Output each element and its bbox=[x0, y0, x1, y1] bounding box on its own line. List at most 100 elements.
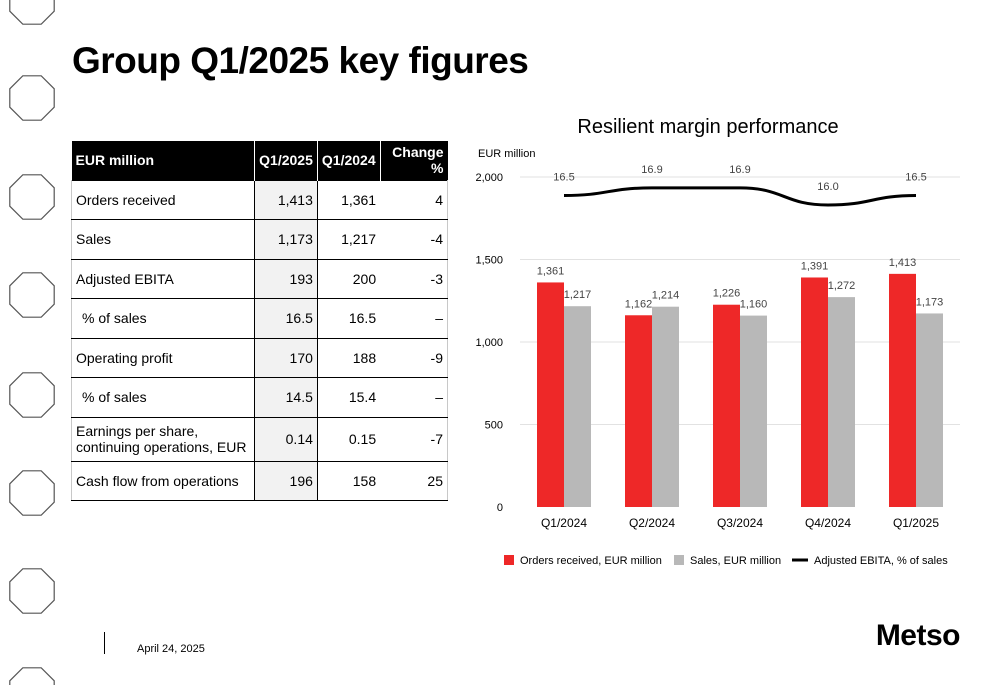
table-row: Orders received 1,413 1,361 4 bbox=[70, 179, 449, 220]
line-data-label: 16.0 bbox=[817, 181, 838, 193]
x-tick-label: Q3/2024 bbox=[717, 516, 763, 530]
cell-q1-2024: 200 bbox=[317, 258, 381, 299]
key-figures-table: EUR million Q1/2025 Q1/2024 Change % Ord… bbox=[70, 141, 449, 501]
y-tick-label: 1,500 bbox=[475, 255, 503, 267]
bar-orders bbox=[625, 315, 652, 507]
y-tick-label: 1,000 bbox=[475, 337, 503, 349]
cell-q1-2025: 1,413 bbox=[254, 179, 318, 220]
line-data-label: 16.9 bbox=[729, 164, 750, 176]
y-tick-label: 2,000 bbox=[475, 172, 503, 184]
x-tick-label: Q2/2024 bbox=[629, 516, 675, 530]
bar-data-label: 1,226 bbox=[713, 288, 741, 300]
bar-data-label: 1,272 bbox=[828, 280, 856, 292]
legend-sales-swatch bbox=[674, 555, 684, 565]
bar-data-label: 1,160 bbox=[740, 299, 768, 311]
octagon-outline bbox=[9, 75, 55, 121]
bar-orders bbox=[713, 304, 740, 507]
cell-q1-2025: 1,173 bbox=[254, 219, 318, 260]
y-tick-label: 0 bbox=[497, 502, 503, 514]
bar-data-label: 1,391 bbox=[801, 260, 829, 272]
table-row: Operating profit 170 188 -9 bbox=[70, 337, 449, 378]
bar-data-label: 1,361 bbox=[537, 265, 565, 277]
line-data-label: 16.5 bbox=[553, 172, 574, 184]
bar-sales bbox=[916, 313, 943, 507]
ebita-margin-line bbox=[563, 186, 917, 207]
cell-q1-2025: 0.14 bbox=[254, 416, 318, 462]
cell-q1-2024: 16.5 bbox=[317, 298, 381, 339]
footer-date: April 24, 2025 bbox=[137, 643, 205, 655]
cell-q1-2024: 1,217 bbox=[317, 219, 381, 260]
cell-q1-2024: 188 bbox=[317, 337, 381, 378]
cell-change: -4 bbox=[380, 219, 449, 260]
line-data-label: 16.9 bbox=[641, 164, 662, 176]
y-axis-label: EUR million bbox=[478, 148, 535, 160]
bar-orders bbox=[801, 277, 828, 507]
header-change: Change % bbox=[380, 141, 448, 180]
x-tick-label: Q4/2024 bbox=[805, 516, 851, 530]
cell-change: 4 bbox=[380, 179, 449, 220]
table-row: % of sales 14.5 15.4 – bbox=[70, 377, 449, 418]
bar-sales bbox=[564, 306, 591, 507]
row-label: Orders received bbox=[70, 179, 255, 220]
row-label: % of sales bbox=[70, 298, 255, 339]
legend-orders-label: Orders received, EUR million bbox=[520, 555, 662, 567]
metso-logo: Metso bbox=[875, 619, 961, 652]
page-title: Group Q1/2025 key figures bbox=[72, 40, 529, 81]
octagon-outline bbox=[9, 372, 55, 418]
bar-data-label: 1,413 bbox=[889, 257, 917, 269]
cell-change: – bbox=[380, 377, 449, 418]
cell-change: -3 bbox=[380, 258, 449, 299]
header-eur-million: EUR million bbox=[71, 141, 256, 180]
table-row: Sales 1,173 1,217 -4 bbox=[70, 219, 449, 260]
bar-orders bbox=[889, 273, 916, 507]
row-label: Adjusted EBITA bbox=[70, 258, 255, 299]
table-row: Adjusted EBITA 193 200 -3 bbox=[70, 258, 449, 299]
cell-q1-2024: 15.4 bbox=[317, 377, 381, 418]
x-tick-label: Q1/2024 bbox=[541, 516, 587, 530]
bar-data-label: 1,162 bbox=[625, 298, 653, 310]
bar-data-label: 1,214 bbox=[652, 290, 680, 302]
y-tick-label: 500 bbox=[485, 420, 503, 432]
decorative-octagons bbox=[9, 0, 55, 685]
octagon-outline bbox=[9, 470, 55, 516]
bar-sales bbox=[740, 315, 767, 507]
octagon-outline bbox=[9, 667, 55, 685]
footer-divider bbox=[104, 632, 105, 654]
cell-q1-2025: 170 bbox=[254, 337, 318, 378]
line-data-label: 16.5 bbox=[905, 172, 926, 184]
row-label: Cash flow from operations bbox=[70, 460, 255, 501]
bar-data-label: 1,173 bbox=[916, 296, 944, 308]
legend-ebita-label: Adjusted EBITA, % of sales bbox=[814, 555, 948, 567]
header-q1-2025: Q1/2025 bbox=[254, 141, 318, 180]
cell-q1-2025: 196 bbox=[254, 460, 318, 501]
cell-q1-2025: 193 bbox=[254, 258, 318, 299]
cell-q1-2025: 14.5 bbox=[254, 377, 318, 418]
chart-title: Resilient margin performance bbox=[577, 116, 838, 138]
octagon-outline bbox=[9, 272, 55, 318]
row-label: % of sales bbox=[70, 377, 255, 418]
row-label: Earnings per share, continuing operation… bbox=[70, 416, 255, 462]
cell-q1-2025: 16.5 bbox=[254, 298, 318, 339]
cell-q1-2024: 0.15 bbox=[317, 416, 381, 462]
cell-change: -9 bbox=[380, 337, 449, 378]
bar-sales bbox=[828, 297, 855, 507]
x-tick-label: Q1/2025 bbox=[893, 516, 939, 530]
row-label: Sales bbox=[70, 219, 255, 260]
legend-sales-label: Sales, EUR million bbox=[690, 555, 781, 567]
table-row: % of sales 16.5 16.5 – bbox=[70, 298, 449, 339]
table-header-row: EUR million Q1/2025 Q1/2024 Change % bbox=[71, 141, 448, 180]
octagon-outline bbox=[9, 174, 55, 220]
cell-change: -7 bbox=[380, 416, 449, 462]
cell-change: – bbox=[380, 298, 449, 339]
table-row: Cash flow from operations 196 158 25 bbox=[70, 460, 449, 501]
octagon-outline bbox=[9, 0, 55, 25]
header-q1-2024: Q1/2024 bbox=[317, 141, 381, 180]
octagon-outline bbox=[9, 568, 55, 614]
bar-orders bbox=[537, 282, 564, 507]
row-label: Operating profit bbox=[70, 337, 255, 378]
cell-change: 25 bbox=[380, 460, 449, 501]
bar-data-label: 1,217 bbox=[564, 289, 592, 301]
legend-orders-swatch bbox=[504, 555, 514, 565]
table-row: Earnings per share, continuing operation… bbox=[70, 416, 449, 462]
bar-sales bbox=[652, 306, 679, 507]
